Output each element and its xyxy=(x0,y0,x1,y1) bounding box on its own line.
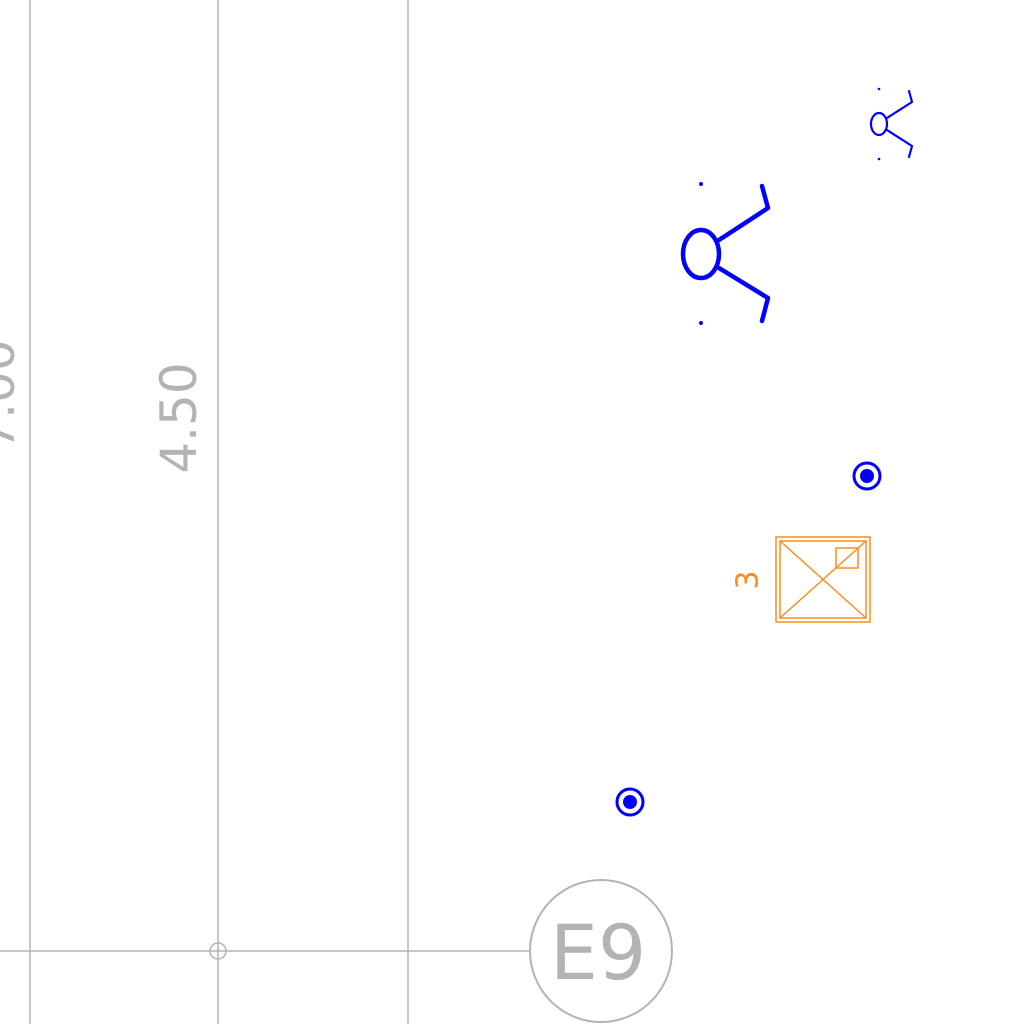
grid-bubble-icon: E9 xyxy=(529,879,673,1023)
ceiling-light-icon xyxy=(680,182,771,325)
equipment-tag-label: 3 xyxy=(731,570,766,589)
grid-bubble-label: E9 xyxy=(550,908,646,997)
dimension-label-middle: 4.50 xyxy=(150,362,208,473)
junction-box-icon xyxy=(775,536,871,623)
grid-lines xyxy=(0,0,530,1024)
grid-intersection-icon xyxy=(209,942,227,960)
ceiling-light-icon xyxy=(869,87,914,161)
downlight-icon xyxy=(615,787,645,817)
dimension-label-left: 7.00 xyxy=(0,339,26,450)
downlight-icon xyxy=(852,461,882,491)
